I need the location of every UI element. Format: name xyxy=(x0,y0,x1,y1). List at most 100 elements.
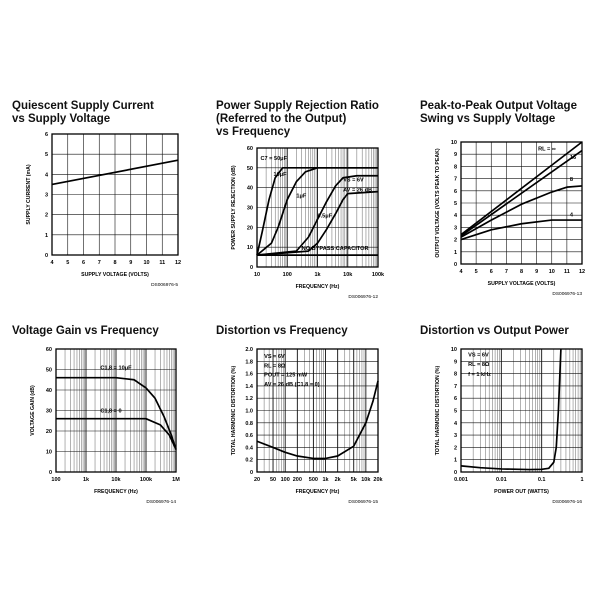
y-tick-label: 7 xyxy=(454,384,457,390)
x-tick-label: 10 xyxy=(549,269,555,275)
chart-annotation: POUT = 125 mW xyxy=(264,373,308,379)
series-line xyxy=(256,166,378,256)
y-tick-label: 6 xyxy=(45,132,48,138)
y-tick-label: 2 xyxy=(454,445,457,451)
x-tick-label: 5 xyxy=(475,269,478,275)
x-tick-label: 100 xyxy=(283,272,292,278)
x-axis-label: POWER OUT (WATTS) xyxy=(494,489,549,495)
y-tick-label: 4 xyxy=(454,213,458,219)
y-tick-label: 6 xyxy=(454,189,457,195)
y-tick-label: 1.8 xyxy=(245,359,253,365)
y-tick-label: 1.6 xyxy=(245,372,253,378)
x-tick-label: 100k xyxy=(372,272,385,278)
x-tick-label: 2k xyxy=(335,477,342,483)
x-tick-label: 20 xyxy=(254,477,260,483)
y-tick-label: 1.4 xyxy=(245,384,254,390)
figure-caption: DS006976-14 xyxy=(146,499,176,505)
y-tick-label: 8 xyxy=(454,372,457,378)
chart-title: Voltage Gain vs Frequency xyxy=(12,325,159,337)
series-line xyxy=(460,149,583,237)
chart-annotation: 1μF xyxy=(296,194,307,200)
chart-annotation: VS = 6V xyxy=(468,352,489,358)
x-tick-label: 50 xyxy=(270,477,276,483)
y-tick-label: 0.8 xyxy=(245,421,253,427)
y-tick-label: 0 xyxy=(454,470,457,476)
y-tick-label: 50 xyxy=(247,166,253,172)
y-axis-label: TOTAL HARMONIC DISTORTION (%) xyxy=(231,365,237,455)
x-tick-label: 1k xyxy=(322,477,329,483)
chart-annotation: C7 = 50μF xyxy=(260,156,287,162)
plot-frame xyxy=(460,348,583,473)
y-tick-label: 7 xyxy=(454,177,457,183)
x-axis-label: FREQUENCY (Hz) xyxy=(94,489,138,495)
series-line xyxy=(56,376,177,450)
y-tick-label: 0 xyxy=(45,253,48,259)
y-tick-label: 0.2 xyxy=(245,458,253,464)
figure-caption: DS006976-13 xyxy=(552,291,582,297)
y-tick-label: 10 xyxy=(46,450,52,456)
figure-caption: DS006976-15 xyxy=(348,499,378,505)
x-tick-label: 0.001 xyxy=(454,477,468,483)
series-line xyxy=(256,380,379,460)
y-tick-label: 10 xyxy=(451,347,457,353)
y-tick-label: 30 xyxy=(247,206,253,212)
chart-annotation: AV = 26 dB xyxy=(343,188,372,194)
y-axis-label: SUPPLY CURRENT (mA) xyxy=(26,164,32,225)
x-tick-label: 8 xyxy=(520,269,523,275)
x-axis-label: FREQUENCY (Hz) xyxy=(296,489,340,495)
y-tick-label: 0 xyxy=(454,262,457,268)
x-tick-label: 10k xyxy=(343,272,353,278)
series-line xyxy=(460,348,562,471)
x-tick-label: 10k xyxy=(111,477,121,483)
x-axis-label: FREQUENCY (Hz) xyxy=(296,284,340,290)
figure-caption: DS006976-16 xyxy=(552,499,582,505)
figure-caption: DS006976-5 xyxy=(151,282,178,288)
y-tick-label: 2 xyxy=(45,213,48,219)
x-tick-label: 500 xyxy=(309,477,318,483)
y-tick-label: 40 xyxy=(46,388,52,394)
x-tick-label: 9 xyxy=(129,260,132,266)
chart-annotation: AV = 26 dB (C1,8 = 0) xyxy=(264,382,320,388)
y-tick-label: 3 xyxy=(454,433,457,439)
chart-annotation: RL = 8Ω xyxy=(468,362,490,368)
plot-frame xyxy=(256,348,379,473)
x-tick-label: 11 xyxy=(159,260,165,266)
plot-frame xyxy=(460,141,583,265)
chart-annotation: VS = 6V xyxy=(264,354,285,360)
series-line xyxy=(256,174,378,256)
chart-annotation: RL = ∞ xyxy=(538,147,556,153)
x-tick-label: 1 xyxy=(580,477,583,483)
chart-annotation: RL = 8Ω xyxy=(264,363,286,369)
x-tick-label: 1k xyxy=(83,477,90,483)
x-tick-label: 1M xyxy=(172,477,180,483)
y-tick-label: 9 xyxy=(454,152,457,158)
y-tick-label: 1.0 xyxy=(245,409,253,415)
y-tick-label: 3 xyxy=(45,193,48,199)
figure-caption: DS006976-12 xyxy=(348,294,378,300)
y-tick-label: 2 xyxy=(454,238,457,244)
y-axis-label: POWER SUPPLY REJECTION (dB) xyxy=(231,165,237,249)
y-tick-label: 5 xyxy=(454,409,457,415)
chart-annotation: VS = 6V xyxy=(343,178,364,184)
x-tick-label: 7 xyxy=(505,269,508,275)
y-tick-label: 2.0 xyxy=(245,347,253,353)
x-tick-label: 8 xyxy=(113,260,116,266)
y-tick-label: 0 xyxy=(250,265,253,271)
y-tick-label: 6 xyxy=(454,396,457,402)
y-axis-label: TOTAL HARMONIC DISTORTION (%) xyxy=(435,365,441,455)
chart-title: Distortion vs Frequency xyxy=(216,325,348,337)
series-line xyxy=(51,159,179,186)
x-tick-label: 9 xyxy=(535,269,538,275)
chart-annotation: NO BYPASS CAPACITOR xyxy=(302,246,369,252)
series-line xyxy=(460,185,583,238)
y-tick-label: 3 xyxy=(454,225,457,231)
chart-annotation: 16 xyxy=(570,155,576,161)
y-tick-label: 10 xyxy=(247,245,253,251)
x-tick-label: 10 xyxy=(254,272,260,278)
x-tick-label: 100 xyxy=(51,477,60,483)
y-axis-label: VOLTAGE GAIN (dB) xyxy=(30,385,36,436)
x-tick-label: 10k xyxy=(361,477,371,483)
y-tick-label: 60 xyxy=(247,146,253,152)
